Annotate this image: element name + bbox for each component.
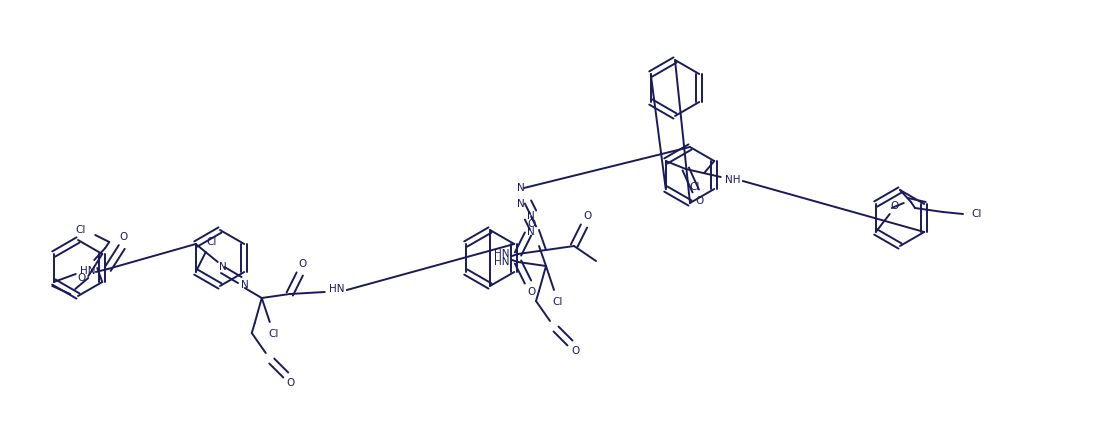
Text: N: N <box>528 227 535 237</box>
Text: NH: NH <box>725 175 740 185</box>
Text: HN: HN <box>80 266 95 276</box>
Text: HN: HN <box>495 249 510 259</box>
Text: O: O <box>528 287 536 297</box>
Text: O: O <box>77 273 86 283</box>
Text: N: N <box>241 280 249 290</box>
Text: HN: HN <box>495 257 510 267</box>
Text: Cl: Cl <box>553 297 563 307</box>
Text: O: O <box>584 211 592 221</box>
Text: O: O <box>695 196 704 206</box>
Text: Cl: Cl <box>689 182 700 192</box>
Text: O: O <box>120 232 128 242</box>
Text: O: O <box>570 346 579 356</box>
Text: O: O <box>298 259 307 269</box>
Text: Cl: Cl <box>75 225 86 235</box>
Text: O: O <box>286 378 295 388</box>
Text: Cl: Cl <box>269 329 279 339</box>
Text: O: O <box>528 219 536 229</box>
Text: Cl: Cl <box>972 209 982 219</box>
Text: Cl: Cl <box>206 237 217 247</box>
Text: HN: HN <box>329 284 344 294</box>
Text: O: O <box>891 201 898 211</box>
Text: N: N <box>517 183 524 193</box>
Text: N: N <box>517 199 524 209</box>
Text: N: N <box>528 211 535 221</box>
Text: N: N <box>219 262 227 272</box>
